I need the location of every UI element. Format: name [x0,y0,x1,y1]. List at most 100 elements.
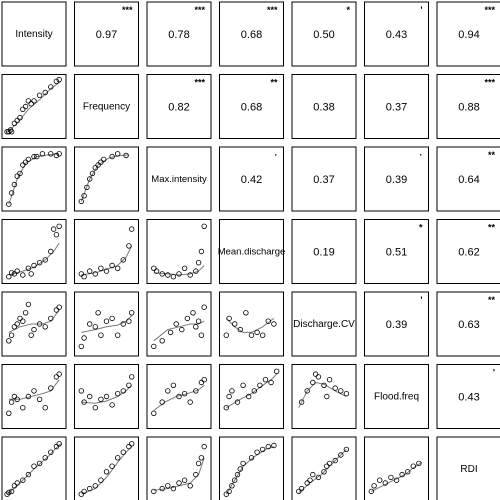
smooth-line [8,242,60,276]
panel-frame [74,219,139,284]
correlation-value: 0.51 [386,247,407,259]
data-point [326,460,333,467]
panel-0-1: 0.97 *** [74,1,139,67]
data-point [201,304,207,310]
data-point [324,393,330,400]
correlation-value: 0.64 [458,174,479,186]
data-point [14,480,20,486]
data-point [126,443,132,450]
data-point [56,371,62,377]
panel-3-6: 0.62 ** [436,219,500,284]
data-point [240,460,246,467]
significance-label: *** [484,78,495,88]
data-point [229,388,235,394]
data-point [36,92,43,98]
data-point [187,272,193,278]
panel-5-2 [146,364,212,429]
data-point [20,477,26,483]
smooth-line [153,457,205,491]
panel-frame [291,1,357,67]
data-point [25,156,32,163]
panel-frame [436,364,500,429]
data-point [56,223,62,229]
data-point [4,491,10,497]
data-point [6,274,12,280]
panel-frame [146,364,212,429]
data-point [193,268,199,274]
data-point [170,485,177,492]
panel-frame [1,364,67,429]
data-point [6,410,12,416]
data-point [48,315,54,322]
data-point [195,260,202,266]
significance-label: * [346,5,350,15]
data-point [50,226,57,232]
panel-2-4: 0.37 [291,146,357,212]
data-point [193,471,199,478]
data-point [53,374,60,380]
panel-1-2: 0.82 *** [146,74,212,139]
data-point [198,379,205,386]
data-point [237,466,243,472]
data-point [167,329,174,336]
data-point [187,399,193,405]
data-point [304,480,310,486]
data-point [201,377,207,383]
panel-2-2: Max.intensity [146,146,212,212]
data-point [388,474,394,481]
data-point [14,321,20,327]
data-point [98,396,104,402]
data-point [128,441,135,447]
data-point [338,452,344,458]
data-point [248,455,255,461]
smooth-line [8,153,60,205]
data-point [31,326,37,333]
panel-frame [1,291,67,357]
panel-frame [74,436,139,500]
panel-frame [436,1,500,67]
correlation-value: 0.68 [241,102,262,114]
data-point [176,271,182,277]
significance-label: ** [488,223,496,233]
data-point [120,388,126,394]
panel-6-5 [364,436,429,500]
data-point [53,231,60,238]
data-point [159,485,165,492]
data-point [17,114,23,121]
data-point [179,326,185,333]
data-point [128,226,135,232]
panel-4-6: 0.63 ** [436,291,500,357]
data-point [56,76,62,83]
data-point [86,268,93,274]
data-point [92,483,98,489]
data-point [95,162,101,168]
data-point [103,268,110,274]
panel-frame [291,291,357,357]
data-point [25,301,32,308]
significance-label: * [419,223,423,233]
data-point [310,379,316,386]
data-point [260,332,266,338]
smooth-line [8,379,60,400]
data-point [260,446,266,453]
panel-frame [146,146,212,212]
data-point [198,455,205,461]
data-point [48,84,54,90]
correlation-value: 0.63 [458,319,479,331]
data-point [6,201,12,207]
panel-5-3 [219,364,284,429]
data-point [201,443,207,450]
data-point [120,321,126,327]
data-point [98,159,104,165]
data-point [237,326,243,333]
data-point [11,120,18,126]
data-point [25,471,32,478]
panel-1-5: 0.37 [364,74,429,139]
data-point [332,457,338,464]
data-point [14,117,20,124]
smooth-line [81,384,133,404]
data-point [81,488,87,495]
data-point [48,449,54,455]
data-point [307,477,313,483]
data-point [170,382,177,388]
